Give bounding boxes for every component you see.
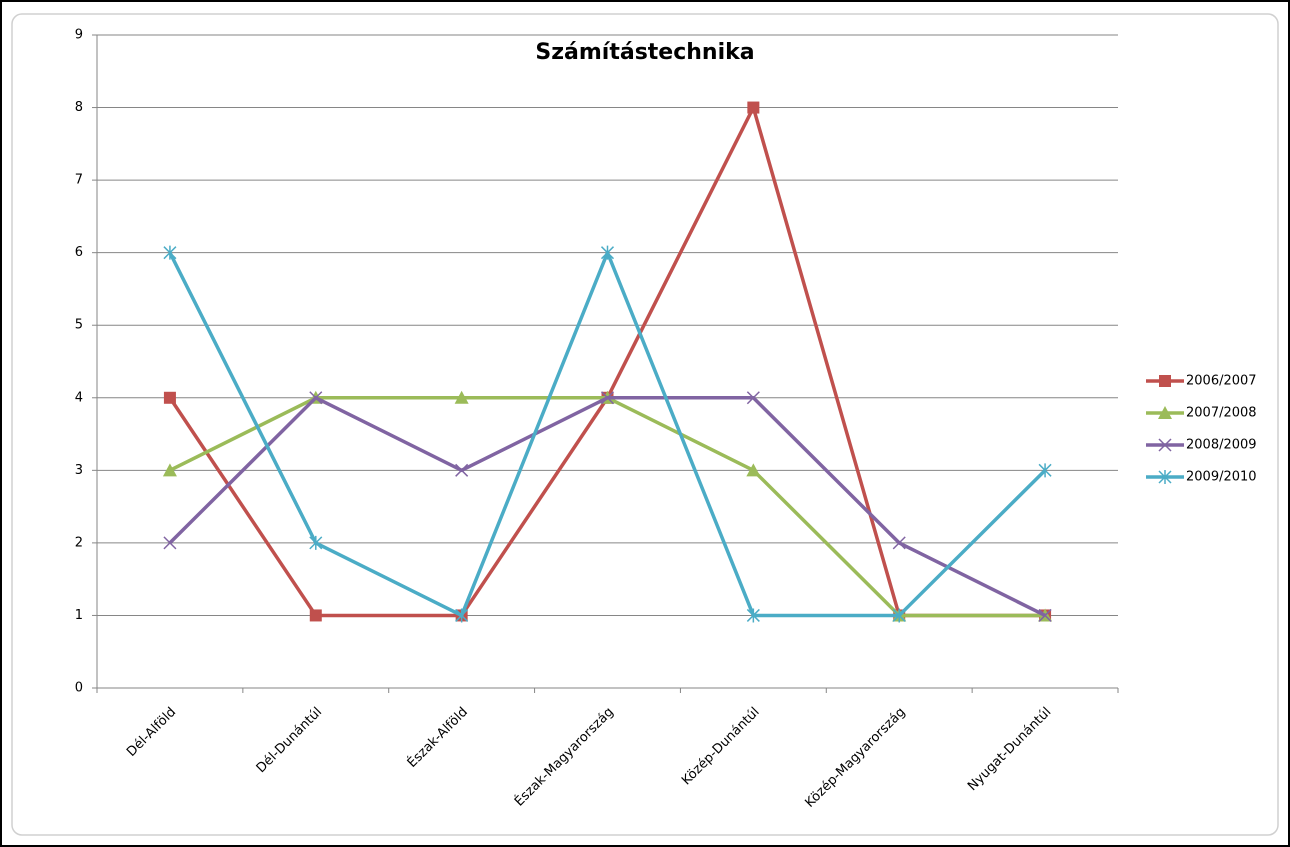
data-point	[163, 245, 177, 260]
y-tick-label: 0	[75, 681, 83, 696]
data-point	[162, 463, 177, 477]
data-point	[455, 608, 469, 623]
data-point	[892, 608, 906, 623]
y-tick-label: 5	[75, 318, 83, 333]
legend-label: 2009/2010	[1186, 470, 1257, 485]
y-tick-label: 3	[75, 463, 83, 478]
legend-marker	[1158, 438, 1172, 452]
y-tick-label: 2	[75, 535, 83, 550]
legend-label: 2008/2009	[1186, 438, 1257, 453]
chart-title: Számítástechnika	[535, 40, 754, 65]
y-tick-label: 7	[75, 173, 83, 188]
data-point	[455, 463, 469, 477]
data-point	[454, 390, 469, 404]
data-point	[892, 536, 906, 550]
y-tick-label: 1	[75, 608, 83, 623]
data-point	[163, 536, 177, 550]
data-point	[600, 245, 615, 260]
y-tick-label: 9	[75, 28, 83, 43]
data-point	[163, 391, 176, 404]
legend-marker	[1158, 470, 1172, 484]
data-point	[746, 391, 760, 405]
y-tick-label: 4	[75, 390, 83, 405]
data-point	[1038, 463, 1052, 478]
data-point	[309, 535, 323, 550]
chart-area	[11, 13, 1279, 836]
data-point	[309, 609, 322, 622]
legend-marker	[1158, 406, 1172, 419]
legend-label: 2007/2008	[1186, 406, 1257, 421]
data-point	[309, 391, 323, 405]
legend-label: 2006/2007	[1186, 374, 1257, 389]
data-point	[746, 463, 761, 477]
data-point	[746, 608, 760, 623]
y-tick-label: 8	[75, 100, 83, 115]
data-point	[600, 391, 615, 405]
data-point	[747, 101, 760, 114]
data-point	[1038, 608, 1052, 622]
y-tick-label: 6	[75, 245, 83, 260]
legend-marker	[1159, 375, 1171, 387]
